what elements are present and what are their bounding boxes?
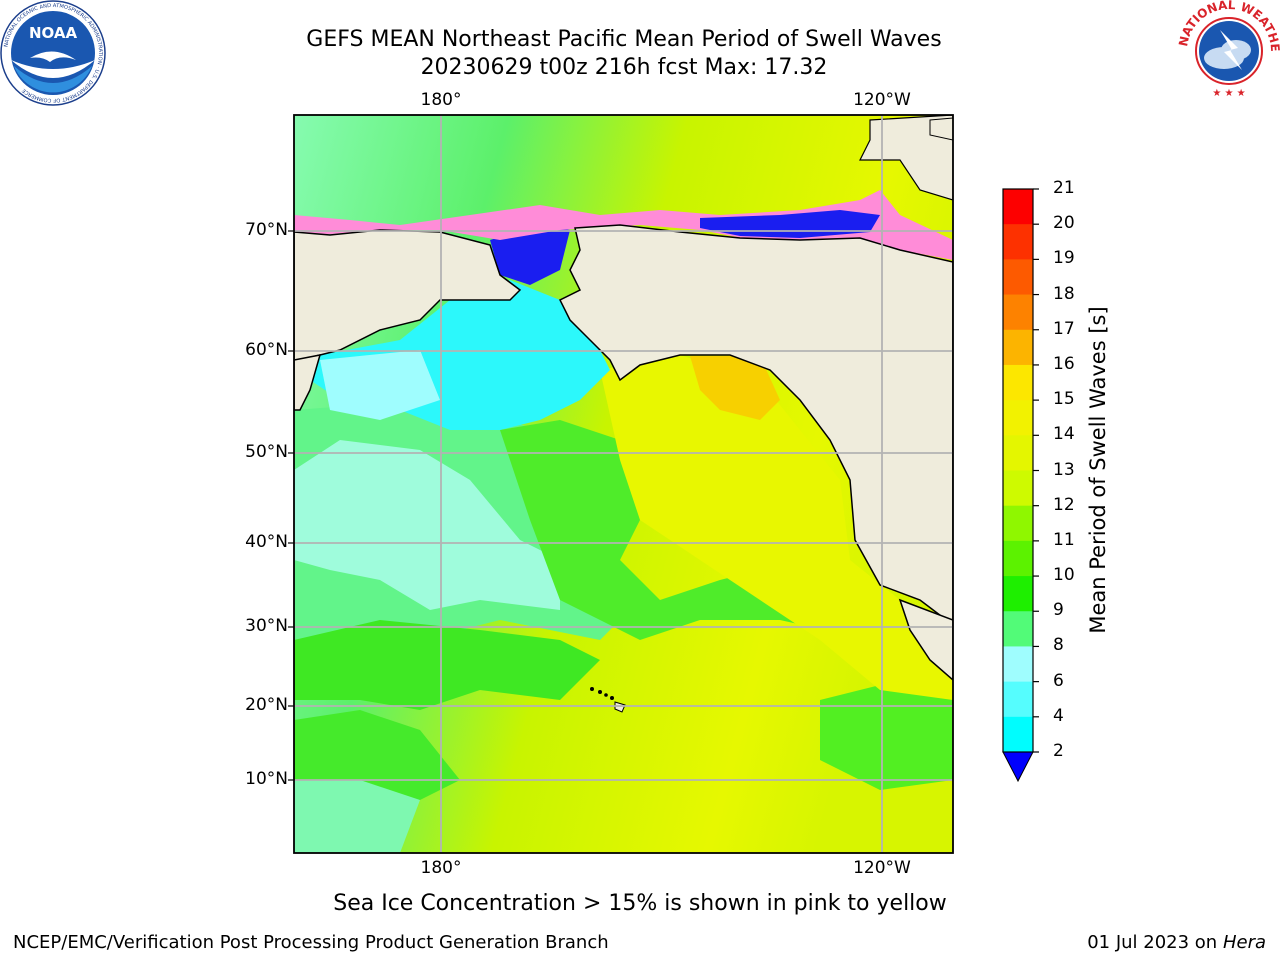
lat-label-10n: 10°N — [245, 769, 288, 789]
lon-label-120w-top: 120°W — [853, 90, 911, 110]
land-siberia-south — [294, 354, 322, 411]
land-mexico — [898, 598, 953, 681]
footer-date: 01 Jul 2023 on Hera — [1087, 932, 1266, 953]
colorbar-tick-label: 6 — [1053, 670, 1064, 691]
colorbar-segment — [1003, 364, 1033, 401]
noaa-logo-text: NOAA — [29, 24, 78, 42]
land-arctic-islands — [859, 115, 953, 201]
ocean-band-cyan — [294, 440, 560, 610]
lat-label-30n: 30°N — [245, 616, 288, 636]
colorbar-tick-label: 12 — [1053, 494, 1075, 515]
chart-subtitle: 20230629 t00z 216h fcst Max: 17.32 — [420, 55, 828, 80]
land-alaska-canada — [558, 224, 953, 626]
noaa-logo: NOAA NATIONAL OCEANIC AND ATMOSPHERIC AD… — [0, 0, 106, 106]
colorbar-title: Mean Period of Swell Waves [s] — [1086, 306, 1110, 634]
colorbar-tick-label: 18 — [1053, 283, 1075, 304]
footer-host: Hera — [1222, 932, 1266, 953]
nws-logo: NATIONAL WEATHER SERVICE ★ ★ ★ — [1178, 0, 1280, 100]
colorbar-segment — [1003, 435, 1033, 471]
lon-label-120w-bottom: 120°W — [853, 858, 911, 878]
colorbar-segment — [1003, 611, 1033, 647]
footer-date-text: 01 Jul 2023 on — [1087, 932, 1223, 953]
colorbar-segment — [1003, 189, 1033, 225]
colorbar-segment — [1003, 224, 1033, 260]
colorbar-tick-label: 11 — [1053, 529, 1075, 550]
colorbar-segment — [1003, 400, 1033, 436]
colorbar-tick-label: 15 — [1053, 389, 1075, 410]
colorbar-under-triangle — [1002, 751, 1034, 783]
hawaii-islands — [590, 687, 626, 713]
colorbar-segment — [1003, 716, 1033, 753]
colorbar-segment — [1003, 329, 1033, 366]
land-arctic-island-2 — [929, 117, 953, 141]
lat-label-40n: 40°N — [245, 532, 288, 552]
chart-title: GEFS MEAN Northeast Pacific Mean Period … — [306, 27, 942, 52]
colorbar-tick-label: 16 — [1053, 353, 1075, 374]
ocean-band-green-3 — [294, 710, 460, 800]
map-frame — [293, 114, 954, 854]
colorbar-tick-label: 2 — [1053, 741, 1064, 761]
colorbar-tick-label: 8 — [1053, 635, 1064, 656]
colorbar-segment — [1003, 505, 1033, 542]
colorbar-tick-label: 10 — [1053, 565, 1075, 586]
colorbar-tick-label: 13 — [1053, 459, 1075, 480]
svg-text:★ ★ ★: ★ ★ ★ — [1212, 88, 1245, 99]
colorbar-segment — [1003, 294, 1033, 331]
lat-label-50n: 50°N — [245, 442, 288, 462]
lat-label-20n: 20°N — [245, 695, 288, 715]
ocean-band-yellow — [600, 355, 953, 700]
lat-label-70n: 70°N — [245, 220, 288, 240]
lat-label-60n: 60°N — [245, 340, 288, 360]
ocean-band-green-4 — [820, 680, 953, 790]
lon-label-180-top: 180° — [420, 90, 462, 110]
ocean-band-green-1 — [294, 620, 600, 710]
graticule — [294, 115, 953, 853]
colorbar-segment — [1003, 259, 1033, 296]
colorbar-segment — [1003, 681, 1033, 718]
sea-ice-note: Sea Ice Concentration > 15% is shown in … — [333, 891, 947, 916]
colorbar-tick-label: 21 — [1053, 178, 1075, 198]
lon-label-180-bottom: 180° — [420, 858, 462, 878]
colorbar-tick-label: 14 — [1053, 424, 1075, 445]
colorbar-tick-label: 20 — [1053, 213, 1075, 234]
ocean-band-orange — [690, 356, 780, 420]
chukchi-sea — [490, 225, 570, 285]
colorbar-segment — [1003, 470, 1033, 507]
colorbar-segment — [1003, 540, 1033, 577]
colorbar-segment — [1003, 576, 1033, 612]
colorbar-tick-label: 17 — [1053, 318, 1075, 339]
colorbar-segment — [1003, 646, 1033, 683]
footer-credit: NCEP/EMC/Verification Post Processing Pr… — [13, 932, 609, 953]
colorbar-tick-label: 19 — [1053, 248, 1075, 269]
colorbar-tick-label: 9 — [1053, 600, 1064, 621]
bering-light — [320, 350, 440, 420]
colorbar-tick-label: 4 — [1053, 705, 1064, 726]
